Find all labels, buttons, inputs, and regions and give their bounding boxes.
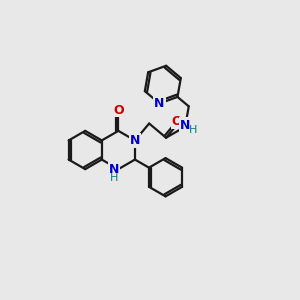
Text: O: O: [113, 104, 124, 117]
Text: N: N: [154, 97, 165, 110]
Text: H: H: [189, 125, 198, 135]
Text: O: O: [171, 115, 182, 128]
Text: N: N: [109, 163, 119, 176]
Text: H: H: [110, 173, 118, 183]
Text: N: N: [130, 134, 140, 147]
Text: N: N: [130, 134, 140, 147]
Text: N: N: [180, 119, 190, 132]
